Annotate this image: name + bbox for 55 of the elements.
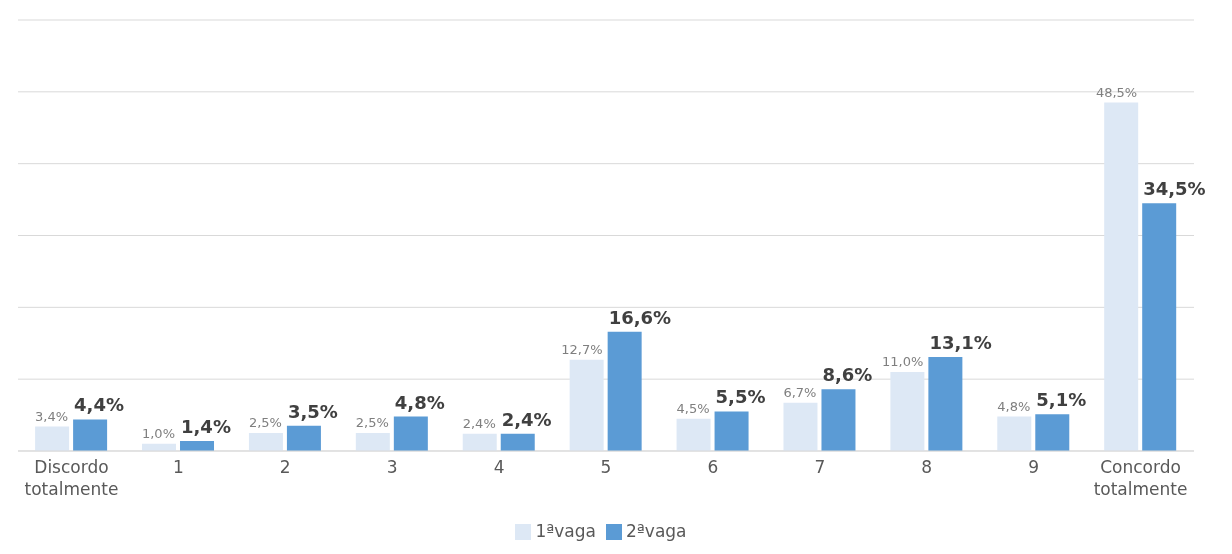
data-label: 48,5%: [1095, 84, 1138, 100]
data-label: 2,4%: [462, 415, 496, 431]
bar: [676, 418, 711, 451]
bar: [393, 416, 428, 451]
bar: [997, 416, 1032, 451]
data-label: 1,0%: [141, 425, 176, 441]
x-tick-label: Concordo totalmente: [1093, 457, 1188, 499]
data-label: 4,4%: [74, 394, 125, 416]
data-label: 4,8%: [997, 398, 1031, 414]
x-tick-label: 9: [1028, 457, 1040, 477]
x-tick-label: 6: [707, 457, 719, 477]
x-tick-label: 3: [386, 457, 398, 477]
bar: [1142, 203, 1177, 451]
bar: [1104, 102, 1139, 451]
bar: [35, 426, 70, 451]
data-label: 5,5%: [715, 386, 766, 408]
legend-label: 2ªvaga: [626, 521, 687, 541]
x-tick-label: Discordo totalmente: [24, 457, 119, 499]
data-label: 13,1%: [929, 331, 992, 353]
data-label: 3,4%: [35, 408, 69, 424]
bar: [248, 433, 283, 451]
data-label: 34,5%: [1143, 178, 1206, 200]
data-label: 3,5%: [287, 400, 338, 422]
data-label: 2,4%: [501, 408, 552, 430]
bar: [714, 411, 749, 451]
data-label: 8,6%: [822, 364, 873, 386]
bar: [569, 359, 604, 451]
data-label: 12,7%: [561, 341, 603, 357]
x-tick-label: 2: [279, 457, 291, 477]
x-tick-label: 8: [921, 457, 933, 477]
data-label: 1,4%: [181, 415, 231, 437]
bar: [73, 419, 108, 451]
data-label: 2,5%: [248, 415, 282, 431]
bar: [1035, 414, 1070, 451]
data-label: 6,7%: [783, 384, 817, 400]
data-label: 5,1%: [1036, 389, 1087, 411]
x-tick-label: 4: [493, 457, 505, 477]
x-tick-label: 7: [814, 457, 826, 477]
bar: [783, 402, 818, 451]
x-tick-label: 5: [600, 457, 612, 477]
bar: [286, 425, 321, 451]
x-tick-label: 1: [172, 457, 184, 477]
data-label: 4,5%: [676, 400, 710, 416]
legend-label: 1ªvaga: [535, 521, 596, 541]
bar: [607, 331, 642, 451]
data-label: 4,8%: [394, 391, 445, 413]
bar: [821, 389, 856, 451]
data-label: 16,6%: [608, 306, 672, 328]
bar: [500, 433, 535, 451]
bar: [355, 433, 390, 451]
bar: [462, 433, 497, 451]
data-label: 2,5%: [355, 415, 389, 431]
bar: [890, 371, 925, 451]
data-label: 11,0%: [882, 353, 924, 369]
bar: [928, 356, 963, 451]
